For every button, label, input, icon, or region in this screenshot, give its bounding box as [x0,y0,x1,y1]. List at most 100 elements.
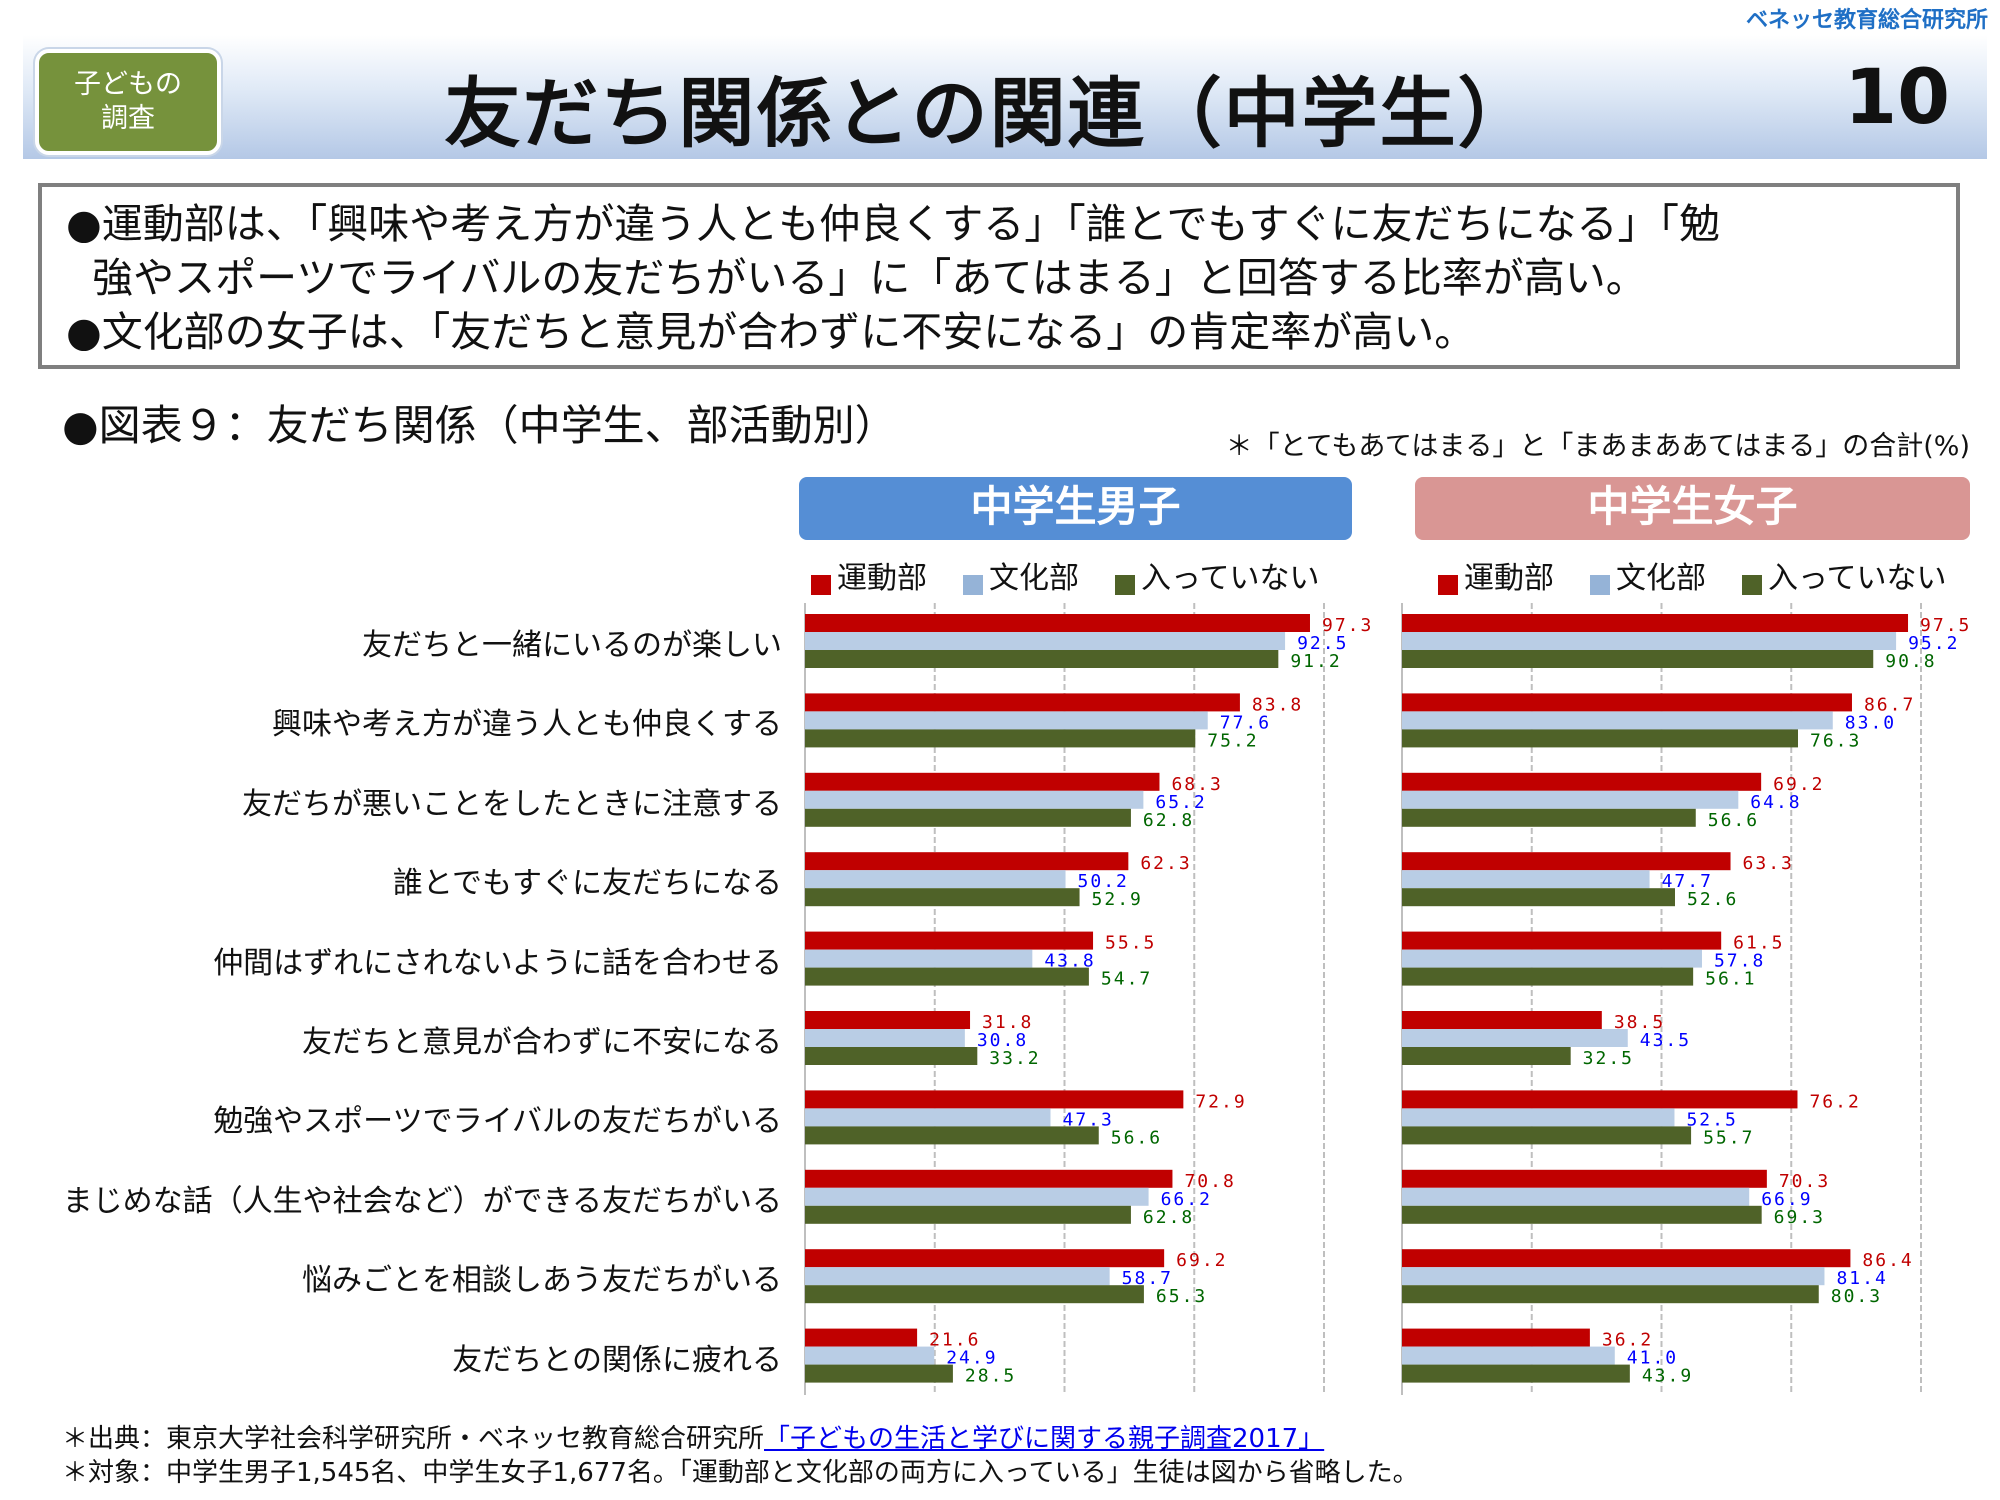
legend-label: 運動部 [837,561,927,596]
value-label: 66.9 [1761,1189,1812,1210]
legend-female: 運動部 文化部 入っていない [1438,553,1947,597]
value-label: 47.3 [1062,1109,1113,1130]
value-label: 83.8 [1252,694,1303,715]
bar-sports [1402,931,1722,950]
badge-line-2: 調査 [101,103,155,134]
chart-header-female: 中学生女子 [1415,477,1970,540]
legend-item-sports: 運動部 [1438,553,1554,597]
value-label: 62.8 [1143,810,1194,831]
legend-swatch [1438,575,1458,595]
bar-sports [1402,1249,1851,1268]
chart-header-male: 中学生男子 [799,477,1352,540]
bar-sports [1402,772,1762,791]
bar-sports [805,931,1094,950]
value-label: 56.6 [1708,810,1759,831]
value-label: 76.2 [1809,1091,1860,1112]
page-number: 10 [1844,52,1950,141]
legend-item-culture: 文化部 [1590,553,1706,597]
value-label: 54.7 [1101,969,1152,990]
bar-sports [1402,693,1852,712]
value-label: 83.0 [1845,712,1896,733]
bar-none [1402,967,1694,986]
bar-none [805,1205,1131,1224]
value-label: 56.6 [1111,1127,1162,1148]
bar-none [1402,888,1675,907]
value-label: 33.2 [989,1048,1040,1069]
bar-none [805,1285,1144,1304]
value-label: 95.2 [1908,633,1959,654]
row-label: 勉強やスポーツでライバルの友だちがいる [213,1104,782,1140]
bar-none [1402,1205,1762,1224]
value-label: 36.2 [1602,1330,1653,1351]
bar-culture [805,790,1144,809]
value-label: 75.2 [1207,730,1258,751]
value-label: 65.2 [1155,792,1206,813]
bar-culture [805,870,1066,889]
bar-culture [805,1108,1051,1127]
bar-sports [805,614,1310,632]
bar-culture [1402,870,1650,889]
value-label: 64.8 [1750,792,1801,813]
value-label: 47.7 [1662,871,1713,892]
value-label: 66.2 [1161,1189,1212,1210]
legend-swatch [1590,575,1610,595]
bar-culture [1402,711,1833,730]
row-label: 仲間はずれにされないように話を合わせる [213,945,782,981]
value-label: 24.9 [946,1348,997,1369]
bar-culture [805,1187,1149,1206]
value-label: 28.5 [965,1366,1016,1387]
value-label: 80.3 [1831,1286,1882,1307]
bar-sports [805,772,1160,791]
value-label: 86.4 [1862,1250,1913,1271]
value-label: 72.9 [1195,1091,1246,1112]
bar-none [1402,1126,1692,1145]
bar-culture [805,949,1033,968]
value-label: 30.8 [977,1030,1028,1051]
legend-swatch [1115,575,1135,595]
legend-male: 運動部 文化部 入っていない [811,553,1320,597]
value-label: 70.8 [1184,1171,1235,1192]
legend-label: 文化部 [989,561,1079,596]
source-prefix: ＊出典：東京大学社会科学研究所・ベネッセ教育総合研究所 [62,1424,765,1454]
page-title: 友だち関係との関連（中学生） [444,69,1536,158]
bar-sports [1402,1090,1798,1109]
bar-sports [1402,1328,1590,1347]
bar-none [805,888,1080,907]
value-label: 43.5 [1640,1030,1691,1051]
bar-culture [805,632,1286,650]
value-label: 57.8 [1714,951,1765,972]
figure-title: ●図表９：友だち関係（中学生、部活動別） [62,401,897,450]
bar-none [1402,650,1874,668]
bar-none [805,808,1131,827]
value-label: 56.1 [1705,969,1756,990]
value-label: 92.5 [1297,633,1348,654]
value-label: 43.9 [1642,1366,1693,1387]
bar-none [805,1364,953,1383]
bar-sports [1402,1169,1767,1188]
legend-label: 入っていない [1141,561,1320,596]
value-label: 43.8 [1044,951,1095,972]
bar-sports [1402,852,1731,871]
value-label: 81.4 [1836,1268,1887,1289]
summary-box: ●運動部は、「興味や考え方が違う人とも仲良くする」「誰とでもすぐに友だちになる」… [38,183,1960,369]
legend-item-none: 入っていない [1742,553,1947,597]
bar-culture [805,711,1208,730]
value-label: 58.7 [1122,1268,1173,1289]
source-link[interactable]: 「子どもの生活と学びに関する親子調査2017」 [764,1424,1325,1454]
legend-swatch [811,575,831,595]
badge-line-1: 子どもの [74,69,182,100]
value-label: 31.8 [982,1012,1033,1033]
category-badge: 子どもの 調査 [35,49,221,155]
bar-none [805,1047,978,1065]
value-label: 50.2 [1078,871,1129,892]
row-label: 友だちとの関係に疲れる [452,1342,782,1378]
value-label: 68.3 [1171,774,1222,795]
bar-sports [805,693,1240,712]
value-label: 69.2 [1773,774,1824,795]
value-label: 90.8 [1885,651,1936,672]
bar-none [805,729,1196,748]
value-label: 86.7 [1864,694,1915,715]
footer-target: ＊対象：中学生男子1,545名、中学生女子1,677名。「運動部と文化部の両方に… [62,1458,1419,1488]
value-label: 52.9 [1092,889,1143,910]
